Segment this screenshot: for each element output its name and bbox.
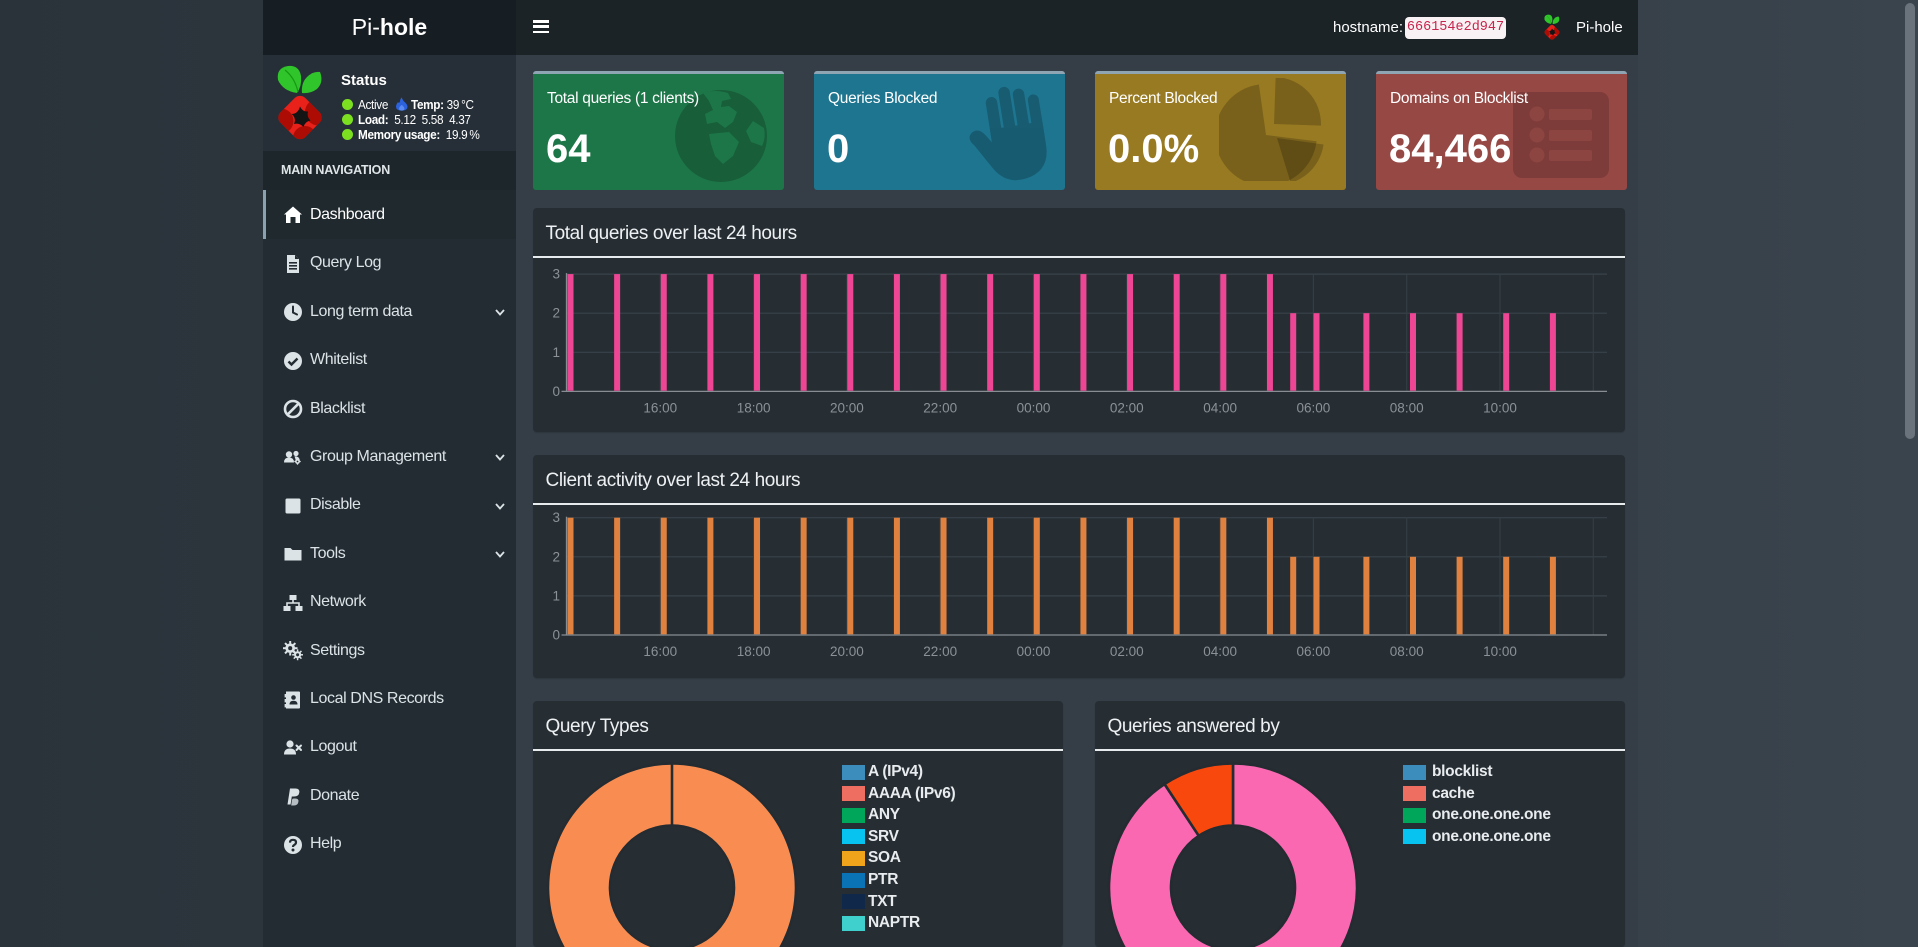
svg-text:16:00: 16:00 (643, 401, 677, 416)
svg-text:0: 0 (552, 628, 560, 643)
svg-text:18:00: 18:00 (737, 401, 771, 416)
svg-text:08:00: 08:00 (1390, 644, 1424, 659)
svg-text:20:00: 20:00 (830, 644, 864, 659)
svg-text:2: 2 (552, 306, 560, 321)
svg-text:2: 2 (552, 549, 560, 564)
svg-text:1: 1 (552, 588, 560, 603)
svg-text:00:00: 00:00 (1017, 401, 1051, 416)
svg-text:06:00: 06:00 (1297, 644, 1331, 659)
svg-text:02:00: 02:00 (1110, 401, 1144, 416)
svg-text:3: 3 (552, 510, 560, 525)
svg-text:20:00: 20:00 (830, 401, 864, 416)
svg-text:16:00: 16:00 (643, 644, 677, 659)
svg-text:00:00: 00:00 (1017, 644, 1051, 659)
svg-text:22:00: 22:00 (923, 401, 957, 416)
svg-text:18:00: 18:00 (737, 644, 771, 659)
svg-text:1: 1 (552, 345, 560, 360)
svg-text:0: 0 (552, 384, 560, 399)
svg-text:04:00: 04:00 (1203, 401, 1237, 416)
svg-text:02:00: 02:00 (1110, 644, 1144, 659)
svg-text:22:00: 22:00 (923, 644, 957, 659)
svg-text:06:00: 06:00 (1297, 401, 1331, 416)
svg-text:3: 3 (552, 267, 560, 282)
svg-text:10:00: 10:00 (1483, 401, 1517, 416)
svg-text:04:00: 04:00 (1203, 644, 1237, 659)
svg-text:08:00: 08:00 (1390, 401, 1424, 416)
svg-text:10:00: 10:00 (1483, 644, 1517, 659)
